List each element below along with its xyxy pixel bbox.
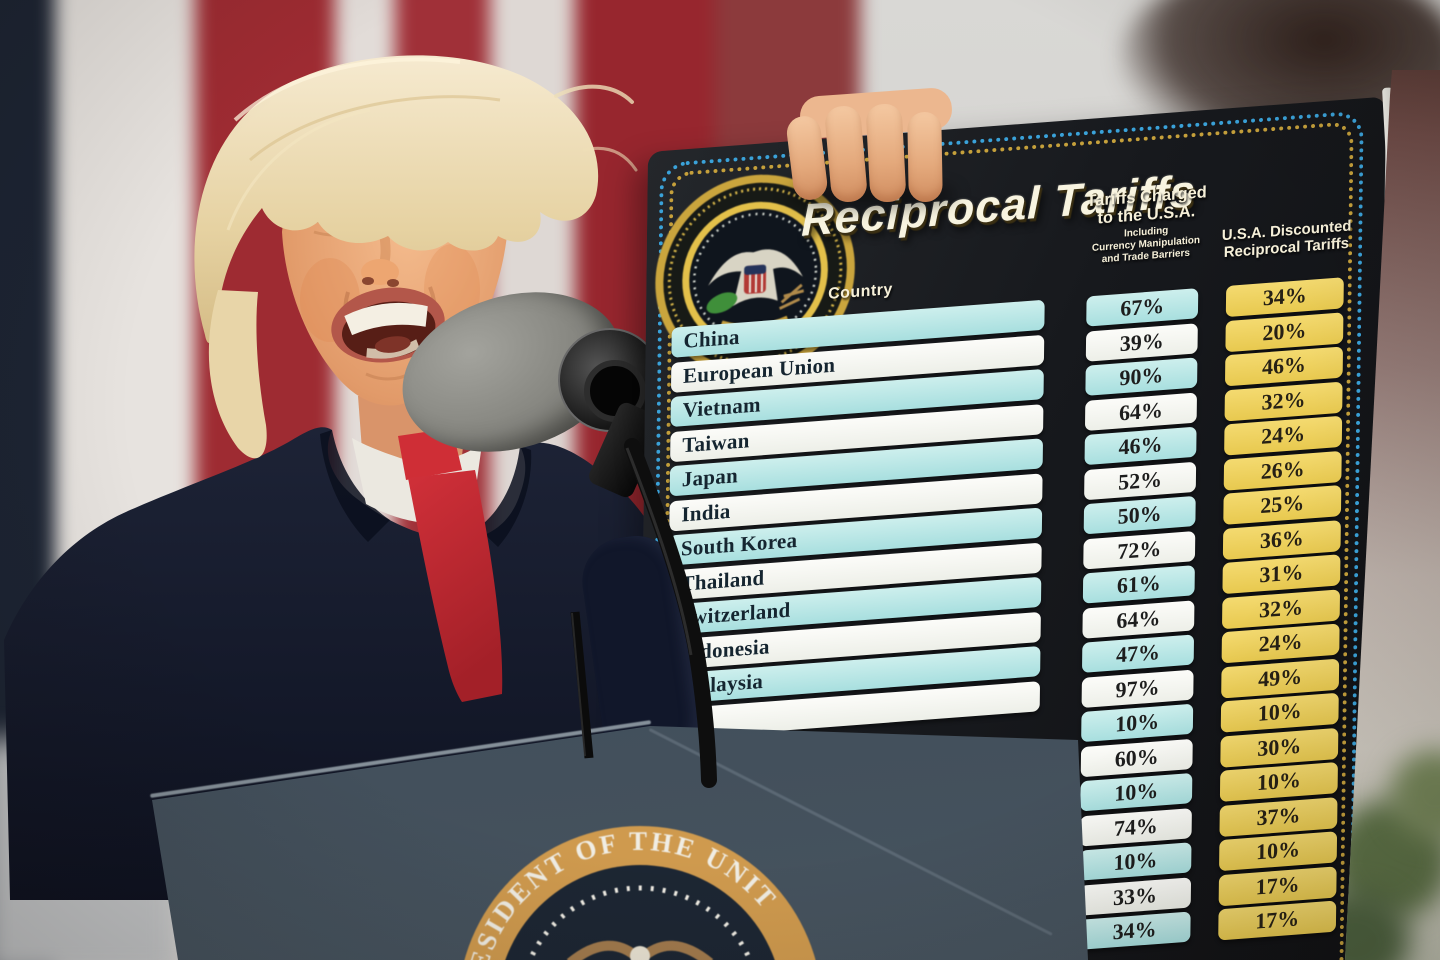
discounted-value: 36%: [1222, 520, 1341, 561]
finger: [865, 103, 907, 203]
charged-value: 64%: [1082, 600, 1195, 639]
charged-value: 64%: [1084, 392, 1197, 432]
charged-value: 46%: [1084, 426, 1197, 466]
discounted-value: 32%: [1221, 589, 1341, 630]
charged-value: 34%: [1078, 911, 1191, 950]
discounted-value: 10%: [1220, 692, 1339, 733]
charged-value: 39%: [1085, 323, 1198, 362]
charged-value: 72%: [1083, 531, 1196, 570]
hair: [194, 55, 599, 343]
red-tie-blade: [408, 470, 503, 702]
discounted-value: 10%: [1219, 831, 1338, 872]
charged-value: 10%: [1080, 772, 1193, 812]
discounted-value: 17%: [1218, 900, 1337, 941]
discounted-value: 37%: [1219, 797, 1338, 838]
charged-value: 47%: [1081, 634, 1195, 673]
charged-value: 50%: [1083, 495, 1196, 535]
charged-value: 74%: [1079, 808, 1192, 847]
discounted-value: 46%: [1224, 346, 1344, 387]
charged-value: 10%: [1081, 703, 1194, 743]
podium-presidential-seal: RESIDENT OF THE UNIT: [459, 826, 816, 960]
charged-value: 60%: [1080, 738, 1193, 778]
charged-value: 97%: [1081, 669, 1194, 709]
charged-value: 10%: [1079, 842, 1192, 881]
discounted-value: 34%: [1225, 277, 1344, 318]
discounted-value: 32%: [1224, 381, 1343, 422]
discounted-value: 49%: [1221, 658, 1340, 699]
charged-value: 67%: [1086, 288, 1199, 327]
charged-value: 61%: [1082, 565, 1195, 604]
discounted-value: 25%: [1223, 484, 1342, 525]
charged-value: 90%: [1085, 357, 1198, 396]
charged-value: 52%: [1084, 461, 1197, 501]
discounted-value: 24%: [1224, 415, 1343, 456]
discounted-value: 30%: [1220, 727, 1339, 768]
discounted-value: 26%: [1223, 450, 1342, 491]
open-mouth: [331, 287, 445, 363]
finger: [907, 111, 943, 203]
discounted-value: 17%: [1218, 866, 1337, 907]
discounted-value: 20%: [1225, 312, 1344, 353]
discounted-value: 24%: [1221, 623, 1340, 664]
charged-value: 33%: [1079, 877, 1192, 916]
discounted-value: 10%: [1219, 761, 1338, 802]
tariff-chart-board: Reciprocal Tariffs Country Tariffs Charg…: [636, 96, 1386, 960]
discounted-value: 31%: [1222, 554, 1341, 595]
